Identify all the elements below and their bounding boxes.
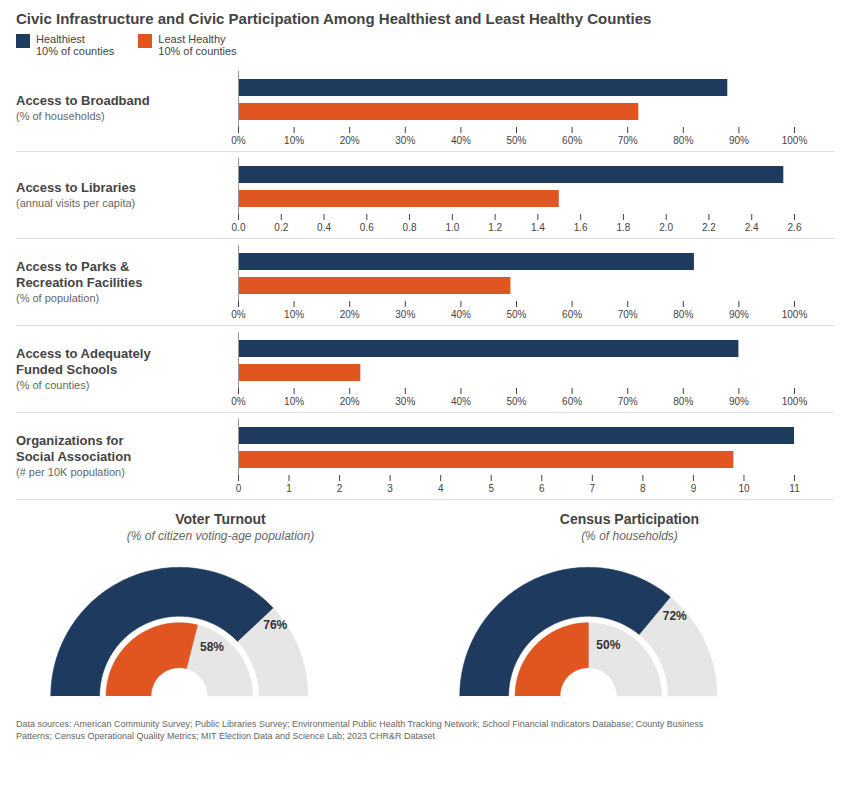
svg-text:100%: 100% (782, 309, 808, 320)
html-text:Least Healthy 10% of counties: Least Healthy 10% of counties (158, 33, 237, 57)
svg-text:50%: 50% (596, 638, 620, 652)
svg-text:60%: 60% (562, 135, 582, 146)
svg-text:70%: 70% (618, 135, 638, 146)
svg-text:80%: 80% (673, 309, 693, 320)
svg-text:9: 9 (691, 483, 697, 494)
html-text:Social Association: Social Association (16, 448, 132, 464)
svg-text:60%: 60% (562, 309, 582, 320)
html-text:Data sources: American Communi: Data sources: American Community Survey;… (16, 719, 704, 741)
svg-text:50%: 50% (506, 396, 526, 407)
html-text:Census Participation: Census Participation (559, 511, 700, 527)
svg-text:20%: 20% (340, 309, 360, 320)
svg-text:6: 6 (539, 483, 545, 494)
svg-text:2.0: 2.0 (659, 222, 673, 233)
html-text:Organizations for: Organizations for (16, 432, 124, 448)
svg-text:10: 10 (738, 483, 750, 494)
svg-text:0%: 0% (231, 396, 246, 407)
svg-text:76%: 76% (263, 618, 287, 632)
svg-text:2.6: 2.6 (788, 222, 802, 233)
svg-text:20%: 20% (340, 135, 360, 146)
html-text:Voter Turnout: Voter Turnout (175, 511, 266, 527)
html-text:Civic Infrastructure and Civic: Civic Infrastructure and Civic Participa… (16, 10, 652, 27)
svg-text:2.4: 2.4 (745, 222, 759, 233)
html-text:Access to Parks &: Access to Parks & (16, 258, 130, 274)
svg-text:11: 11 (789, 483, 800, 494)
svg-text:0%: 0% (231, 309, 246, 320)
svg-text:80%: 80% (673, 135, 693, 146)
svg-text:0.8: 0.8 (403, 222, 417, 233)
html-text:(# per 10K population): (# per 10K population) (16, 465, 125, 478)
svg-text:7: 7 (590, 483, 596, 494)
svg-text:70%: 70% (618, 309, 638, 320)
svg-text:0%: 0% (231, 135, 246, 146)
svg-text:30%: 30% (395, 396, 415, 407)
svg-text:30%: 30% (395, 135, 415, 146)
svg-text:58%: 58% (199, 640, 223, 654)
svg-text:1.8: 1.8 (616, 222, 630, 233)
svg-text:50%: 50% (506, 135, 526, 146)
svg-text:40%: 40% (451, 309, 471, 320)
svg-text:5: 5 (488, 483, 494, 494)
svg-text:1.6: 1.6 (574, 222, 588, 233)
html-text:(% of counties): (% of counties) (16, 378, 90, 391)
svg-text:3: 3 (387, 483, 393, 494)
svg-text:8: 8 (640, 483, 646, 494)
html-text:(annual visits per capita): (annual visits per capita) (16, 196, 136, 209)
html-text:(% of households): (% of households) (16, 109, 105, 122)
svg-text:10%: 10% (284, 396, 304, 407)
html-text:Access to Broadband: Access to Broadband (16, 92, 150, 108)
svg-text:80%: 80% (673, 396, 693, 407)
svg-text:10%: 10% (284, 309, 304, 320)
svg-text:0.4: 0.4 (317, 222, 331, 233)
svg-text:1: 1 (286, 483, 292, 494)
svg-text:2: 2 (337, 483, 343, 494)
svg-text:4: 4 (438, 483, 444, 494)
html-text:Access to Libraries: Access to Libraries (16, 179, 136, 195)
svg-text:0.0: 0.0 (232, 222, 246, 233)
svg-text:20%: 20% (340, 396, 360, 407)
svg-text:50%: 50% (506, 309, 526, 320)
html-text:Funded Schools: Funded Schools (16, 361, 118, 377)
svg-text:40%: 40% (451, 135, 471, 146)
html-text:Access to Adequately: Access to Adequately (16, 345, 151, 361)
svg-text:40%: 40% (451, 396, 471, 407)
svg-text:70%: 70% (618, 396, 638, 407)
html-text:Healthiest 10% of counties: Healthiest 10% of counties (36, 33, 115, 57)
svg-text:72%: 72% (662, 609, 686, 623)
html-text:(% of population): (% of population) (16, 291, 100, 304)
svg-text:100%: 100% (782, 135, 808, 146)
svg-text:90%: 90% (729, 396, 749, 407)
svg-text:90%: 90% (729, 309, 749, 320)
svg-text:1.0: 1.0 (445, 222, 459, 233)
svg-text:10%: 10% (284, 135, 304, 146)
html-text:Recreation Facilities: Recreation Facilities (16, 274, 143, 290)
svg-text:30%: 30% (395, 309, 415, 320)
svg-text:100%: 100% (782, 396, 808, 407)
svg-text:1.4: 1.4 (531, 222, 545, 233)
svg-text:0.2: 0.2 (274, 222, 288, 233)
svg-text:0: 0 (236, 483, 242, 494)
svg-text:90%: 90% (729, 135, 749, 146)
html-text:(% of citizen voting-age popul: (% of citizen voting-age population) (126, 529, 315, 543)
svg-text:0.6: 0.6 (360, 222, 374, 233)
svg-text:2.2: 2.2 (702, 222, 716, 233)
html-text:(% of households): (% of households) (581, 529, 678, 543)
svg-text:1.2: 1.2 (488, 222, 502, 233)
svg-text:60%: 60% (562, 396, 582, 407)
